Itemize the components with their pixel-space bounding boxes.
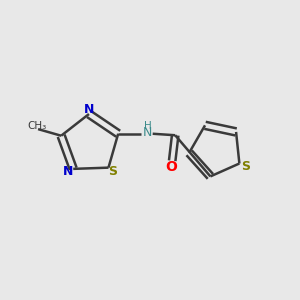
Text: S: S [109,165,118,178]
Text: S: S [241,160,250,173]
Text: H: H [144,121,152,131]
Text: N: N [63,165,73,178]
Text: O: O [165,160,177,174]
Text: N: N [84,103,94,116]
Text: N: N [143,126,152,139]
Text: CH₃: CH₃ [27,121,46,130]
